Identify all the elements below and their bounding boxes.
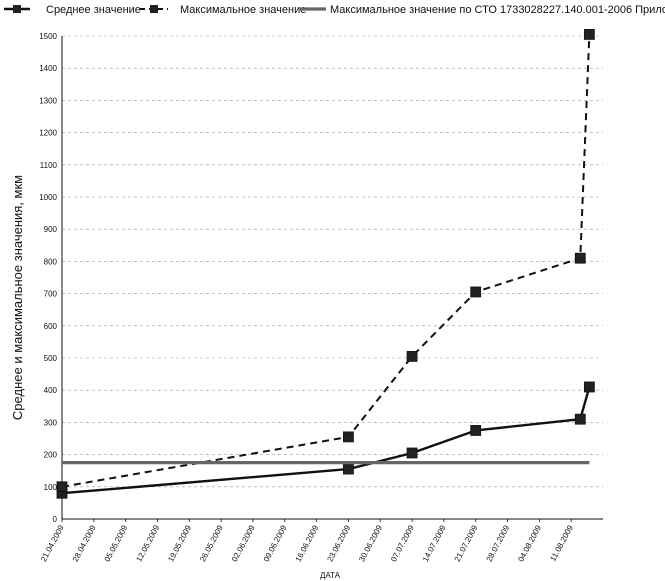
data-point-marker (470, 425, 482, 436)
y-tick-label: 100 (44, 483, 58, 492)
x-tick-label: 26.05.2009 (198, 523, 225, 563)
data-point-marker (574, 252, 586, 264)
legend-label: Максимальное значение (180, 4, 306, 16)
x-tick-label: 14.07.2009 (421, 523, 448, 563)
legend-label: Среднее значение (46, 4, 141, 16)
legend-label: Максимальное значение по СТО 1733028227.… (330, 4, 665, 16)
x-tick-label: 04.08.2009 (516, 523, 543, 563)
data-point-marker (343, 431, 354, 443)
legend-marker (13, 5, 21, 13)
x-tick-label: 28.07.2009 (485, 523, 512, 563)
data-point-marker (406, 350, 418, 362)
x-tick-label: 07.07.2009 (389, 523, 416, 563)
x-tick-label: 12.05.2009 (134, 523, 161, 563)
y-tick-label: 1400 (39, 64, 57, 73)
y-tick-label: 0 (53, 515, 58, 524)
x-tick-label: 05.05.2009 (103, 523, 130, 563)
data-point-marker (583, 381, 595, 393)
y-tick-label: 800 (44, 257, 58, 266)
y-tick-label: 1300 (39, 96, 57, 105)
y-tick-label: 1100 (40, 161, 58, 170)
x-tick-label: 21.04.2009 (39, 523, 66, 563)
y-tick-label: 300 (44, 418, 58, 427)
data-point-marker (406, 447, 418, 459)
x-tick-label: 11.08.2009 (548, 523, 575, 563)
x-axis-title: ДАТА (320, 571, 341, 580)
y-tick-label: 1200 (39, 129, 57, 138)
data-point-marker (583, 28, 595, 40)
y-tick-label: 600 (44, 322, 58, 331)
data-point-marker (56, 481, 68, 493)
y-tick-label: 700 (44, 290, 58, 299)
data-point-marker (343, 463, 354, 475)
gridlines (62, 35, 603, 488)
data-point-marker (574, 413, 586, 425)
axis-labels: 0 100 200 300 400 500 600 700 800 900 1000 1100 1200… (10, 32, 575, 580)
y-tick-label: 400 (44, 386, 58, 395)
y-tick-label: 500 (44, 354, 58, 363)
y-tick-label: 1500 (39, 32, 57, 41)
x-tick-label: 23.06.2009 (325, 523, 352, 563)
y-tick-label: 900 (44, 225, 58, 234)
series-line (61, 34, 591, 488)
x-tick-label: 02.06.2009 (230, 523, 257, 563)
x-tick-label: 16.06.2009 (294, 523, 321, 563)
x-tick-label: 19.05.2009 (166, 523, 193, 563)
series-layer (56, 28, 595, 499)
y-axis-title: Среднее и максимальное значения, мкм (10, 175, 25, 420)
x-tick-label: 28.04.2009 (71, 523, 98, 563)
x-tick-label: 30.06.2009 (357, 523, 384, 563)
axes (61, 36, 603, 522)
y-tick-label: 1000 (39, 193, 57, 202)
data-point-marker (470, 286, 482, 298)
x-tick-label: 09.06.2009 (262, 523, 289, 563)
x-tick-label: 21.07.2009 (453, 523, 480, 563)
legend: Среднее значение Максимальное значение Мак… (4, 4, 665, 16)
legend-marker (150, 5, 158, 13)
y-tick-label: 200 (44, 451, 58, 460)
